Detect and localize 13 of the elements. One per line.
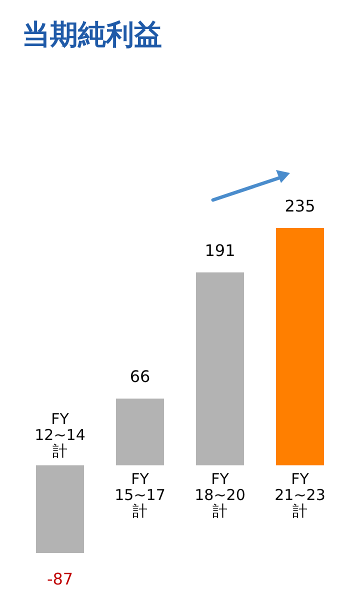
x-tick-label: FY 15~17 計 (114, 470, 166, 520)
data-label: 235 (284, 196, 316, 216)
x-tick-label: FY 18~20 計 (194, 470, 246, 520)
data-label: -87 (46, 570, 74, 588)
bar (196, 272, 244, 466)
data-label: 66 (130, 367, 150, 386)
bar (36, 465, 84, 553)
x-tick-label: FY 21~23 計 (274, 470, 326, 520)
data-label: 191 (204, 240, 236, 260)
x-tick-label: FY 12~14 計 (34, 410, 86, 460)
bar (276, 228, 324, 466)
chart-title: 当期純利益 (22, 17, 162, 53)
bar (116, 398, 164, 466)
